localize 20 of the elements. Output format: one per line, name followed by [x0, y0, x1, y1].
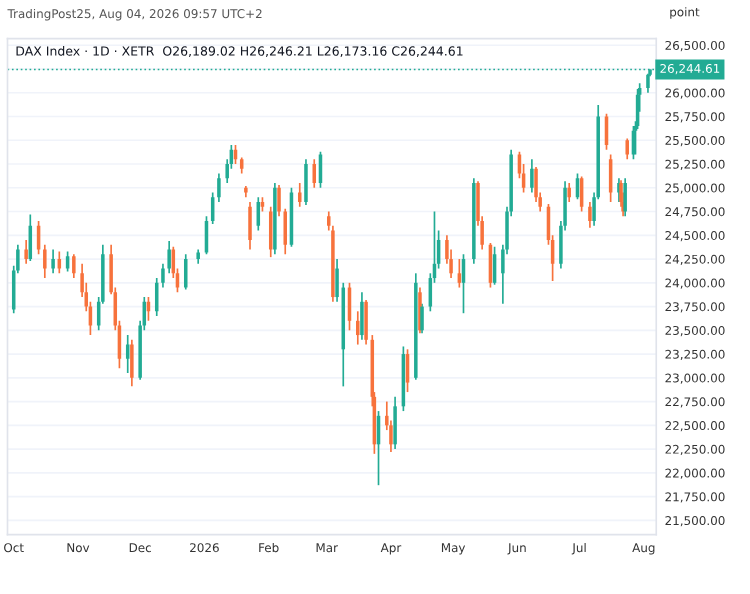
candlestick — [51, 248, 55, 275]
candlestick — [72, 253, 76, 279]
candlestick — [297, 182, 302, 208]
candlestick — [130, 338, 134, 388]
candlestick — [646, 72, 650, 94]
candlestick — [360, 291, 364, 341]
candlestick — [248, 201, 252, 251]
candlestick — [625, 137, 629, 161]
candlestick — [312, 158, 317, 189]
candlestick — [183, 253, 188, 291]
candlestick — [567, 182, 571, 203]
candlestick — [530, 158, 534, 194]
candlestick — [43, 243, 47, 279]
candlestick — [588, 201, 592, 229]
candlestick — [304, 158, 308, 206]
candlestick — [57, 250, 62, 275]
candlestick — [457, 258, 462, 289]
candlestick — [393, 395, 397, 450]
candlestick — [24, 239, 28, 265]
candlestick — [356, 310, 360, 346]
